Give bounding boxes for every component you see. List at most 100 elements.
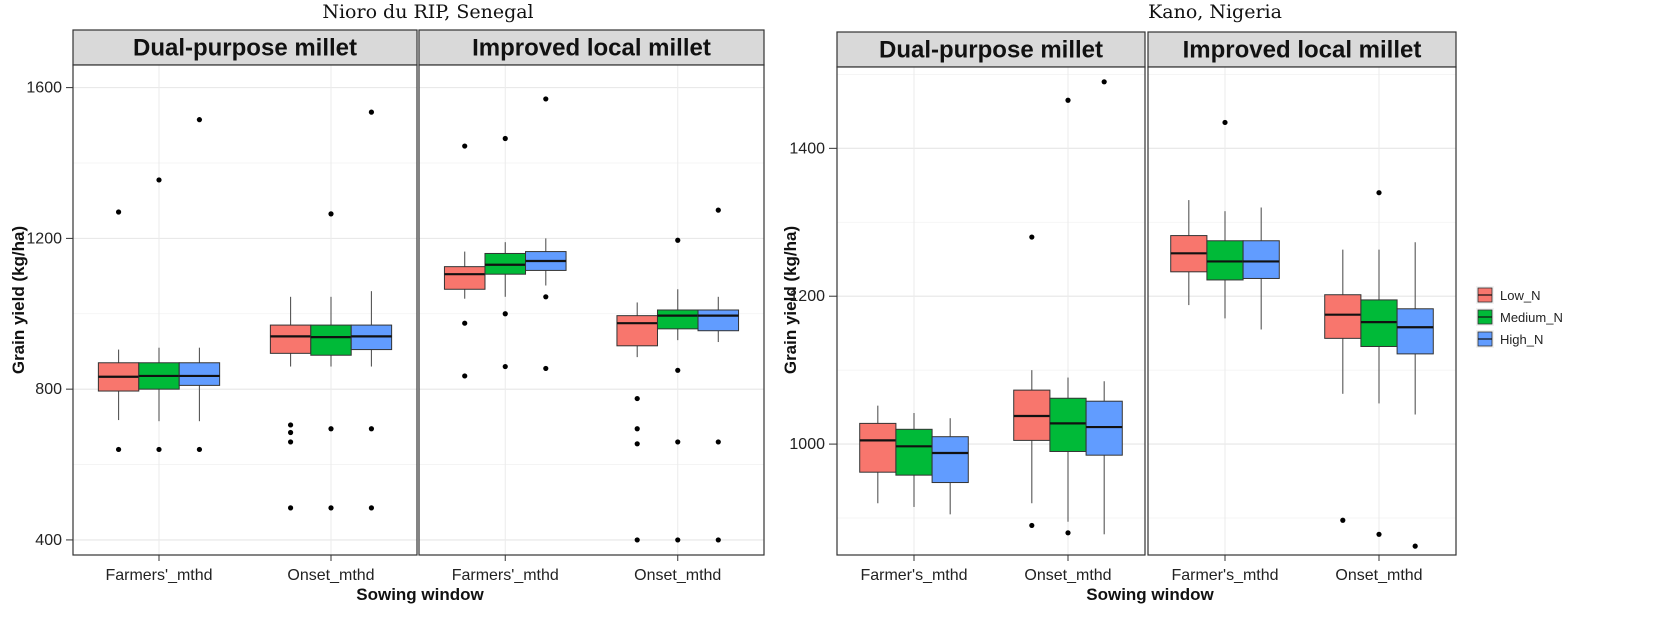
y-axis-title-senegal: Grain yield (kg/ha): [9, 226, 28, 374]
box-low-n: [1324, 249, 1362, 523]
x-tick-label: Farmers'_mthd: [105, 567, 212, 584]
outlier-point: [502, 363, 508, 370]
panel-border: [836, 66, 1146, 556]
outlier-point: [675, 367, 681, 373]
chart-title-nigeria: Kano, Nigeria: [1148, 1, 1282, 23]
box-high-n: [178, 117, 221, 453]
legend-label: High_N: [1500, 332, 1543, 347]
box-medium-n: [1360, 190, 1398, 537]
box-iqr: [443, 266, 486, 290]
outlier-point: [328, 426, 334, 432]
box-high-n: [697, 207, 740, 543]
outlier-point: [115, 209, 122, 215]
y-tick-label: 1000: [789, 436, 825, 453]
x-tick-label: Farmers'_mthd: [452, 567, 559, 584]
box-low-n: [616, 302, 658, 543]
legend-item-high-n: High_N: [1476, 330, 1543, 348]
y-tick-label: 1400: [789, 140, 825, 157]
outlier-point: [196, 117, 203, 123]
panel-border: [72, 64, 418, 556]
facet-strip: [418, 29, 765, 66]
plot-area: 400 800 1200 1600 Dual-purpose millet Farmers…: [26, 29, 1457, 584]
box-iqr: [1396, 308, 1434, 355]
outlier-point: [287, 439, 294, 445]
box-low-n: [97, 209, 140, 453]
outlier-point: [543, 96, 549, 102]
legend-label: Low_N: [1500, 288, 1540, 303]
box-high-n: [931, 418, 969, 515]
box-iqr: [1085, 400, 1123, 456]
box-iqr: [931, 436, 969, 484]
outlier-point: [287, 422, 294, 428]
box-low-n: [859, 405, 897, 504]
facet-strip: [1147, 31, 1457, 68]
y-tick-label: 1600: [26, 80, 62, 97]
outlier-point: [287, 429, 294, 436]
facet-label: Improved local millet: [1183, 37, 1422, 64]
outlier-point: [502, 135, 508, 142]
x-axis-title-senegal: Sowing window: [356, 585, 484, 604]
outlier-point: [1029, 234, 1035, 240]
box-iqr: [656, 309, 699, 330]
box-iqr: [310, 324, 352, 356]
panel-background: [73, 65, 417, 555]
facet-strip: [836, 31, 1146, 68]
chart-title-senegal: Nioro du RIP, Senegal: [322, 1, 533, 23]
outlier-point: [368, 505, 375, 511]
y-axis-title-nigeria: Grain yield (kg/ha): [781, 226, 800, 374]
box-iqr: [697, 309, 740, 332]
box-iqr: [178, 362, 221, 386]
box-iqr: [859, 422, 897, 473]
box-iqr: [895, 428, 933, 476]
facet-panel: Dual-purpose millet Farmer's_mthd Onset_mt…: [836, 31, 1146, 584]
outlier-point: [1065, 97, 1071, 103]
outlier-point: [156, 446, 162, 453]
outlier-point: [502, 311, 508, 317]
y-tick-label: 1200: [26, 230, 62, 247]
legend: Low_N Medium_N High_N: [1476, 286, 1563, 348]
outlier-point: [543, 294, 549, 300]
x-tick-label: Farmer's_mthd: [1171, 567, 1278, 584]
y-tick-label: 400: [35, 532, 62, 549]
outlier-point: [462, 143, 468, 149]
panel-border: [1147, 66, 1457, 556]
x-tick-label: Farmer's_mthd: [860, 567, 967, 584]
legend-item-low-n: Low_N: [1476, 286, 1540, 304]
outlier-point: [1340, 517, 1346, 523]
outlier-point: [368, 109, 375, 115]
outlier-point: [196, 446, 203, 453]
outlier-point: [1222, 119, 1228, 126]
y-tick-label: 800: [35, 381, 62, 398]
outlier-point: [328, 211, 334, 217]
y-tick-label: 1200: [789, 288, 825, 305]
outlier-point: [715, 439, 721, 445]
panel-border: [418, 64, 765, 556]
legend-item-medium-n: Medium_N: [1476, 308, 1563, 326]
outlier-point: [634, 395, 640, 402]
chart-group-0: 400 800 1200 1600 Dual-purpose millet Farmers…: [26, 29, 765, 584]
facet-label: Dual-purpose millet: [133, 35, 357, 62]
facet-label: Improved local millet: [472, 35, 711, 62]
outlier-point: [328, 505, 334, 511]
chart-group-1: 1000 1200 1400 Dual-purpose millet Farmer's_…: [789, 31, 1457, 584]
outlier-point: [715, 537, 721, 543]
box-medium-n: [484, 135, 527, 370]
outlier-point: [1376, 190, 1382, 196]
facet-panel: Improved local millet Farmer's_mthd Onset_…: [1147, 31, 1457, 584]
outlier-point: [715, 207, 721, 213]
x-tick-label: Onset_mthd: [634, 567, 721, 584]
box-high-n: [1085, 79, 1123, 535]
outlier-point: [156, 177, 162, 183]
outlier-point: [675, 237, 681, 243]
box-medium-n: [1049, 97, 1087, 536]
outlier-point: [634, 537, 640, 543]
x-tick-label: Onset_mthd: [1335, 567, 1422, 584]
outlier-point: [634, 426, 640, 432]
box-iqr: [1324, 294, 1362, 339]
outlier-point: [634, 441, 640, 447]
box-iqr: [1049, 397, 1087, 452]
outlier-point: [1376, 531, 1382, 537]
box-iqr: [1360, 299, 1398, 347]
facet-strip: [72, 29, 418, 66]
